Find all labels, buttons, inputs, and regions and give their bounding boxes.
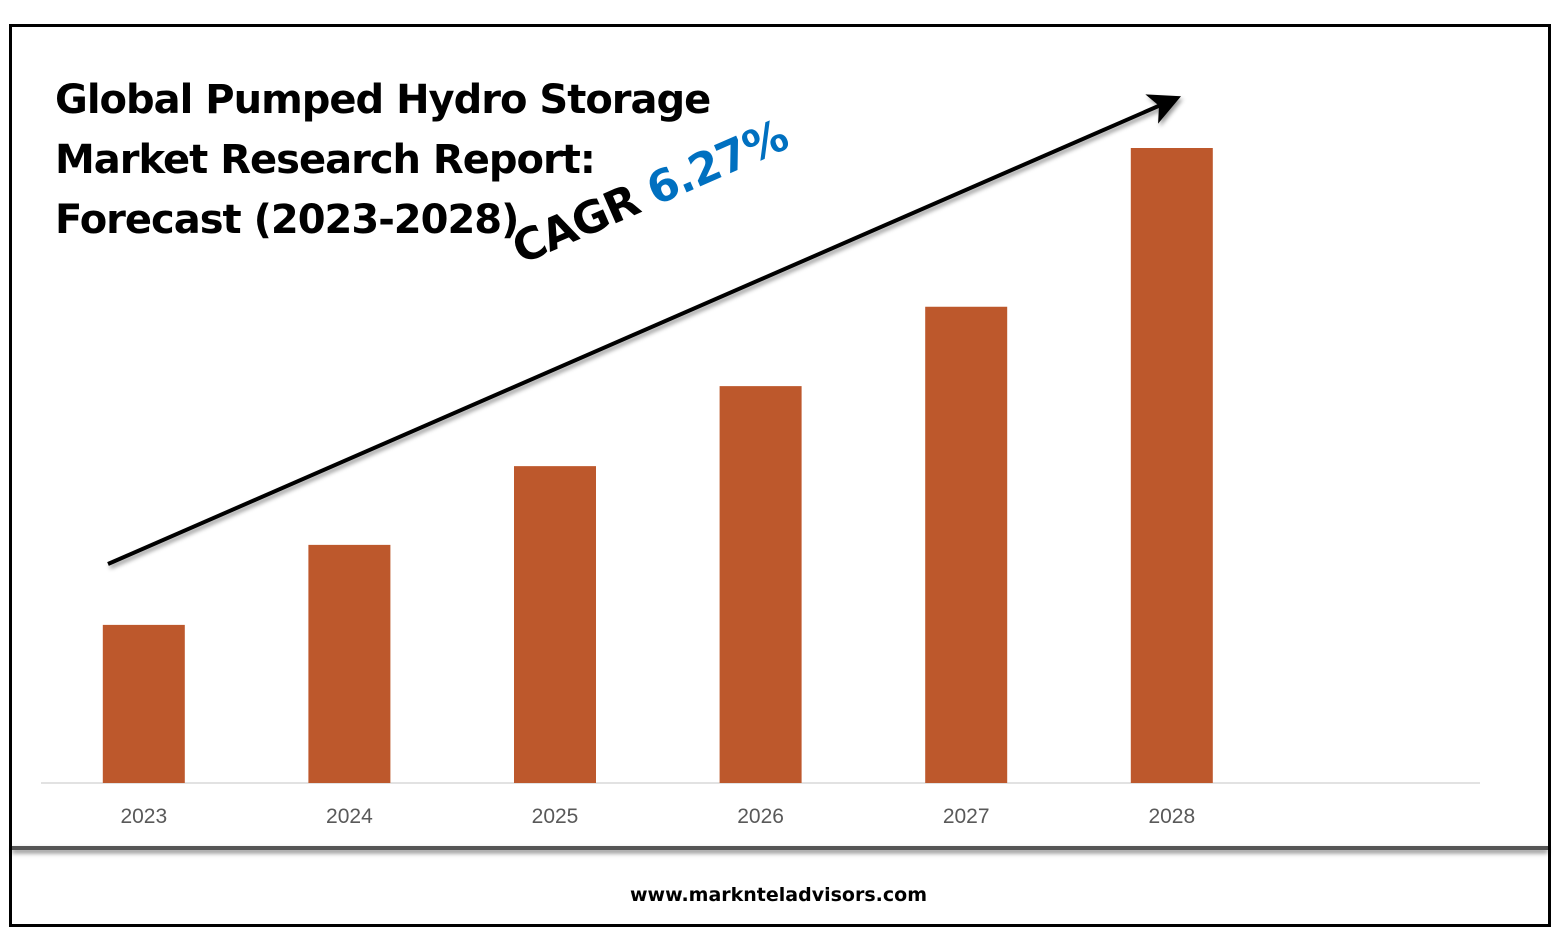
x-tick-label: 2024: [326, 805, 373, 828]
bar-2025: [514, 466, 596, 783]
x-tick-label: 2023: [120, 805, 167, 828]
x-tick-label: 2028: [1148, 805, 1195, 828]
website-link[interactable]: www.marknteladvisors.com: [630, 884, 927, 906]
chart-frame: [9, 24, 1551, 927]
title-line: Global Pumped Hydro Storage: [55, 77, 711, 123]
x-tick-label: 2025: [532, 805, 579, 828]
x-tick-label: 2027: [943, 805, 990, 828]
bar-2026: [719, 386, 802, 783]
footer-divider: [12, 846, 1548, 850]
bar-2024: [308, 544, 391, 783]
bar-2023: [102, 624, 185, 783]
trend-arrow: [107, 94, 1182, 566]
bar-2028: [1130, 148, 1213, 783]
bar-2027: [925, 306, 1008, 783]
x-tick-label: 2026: [737, 805, 784, 828]
chart-title: Global Pumped Hydro Storage Market Resea…: [55, 70, 755, 250]
title-line: Market Research Report:: [55, 137, 596, 183]
title-line: Forecast (2023-2028): [55, 197, 519, 243]
